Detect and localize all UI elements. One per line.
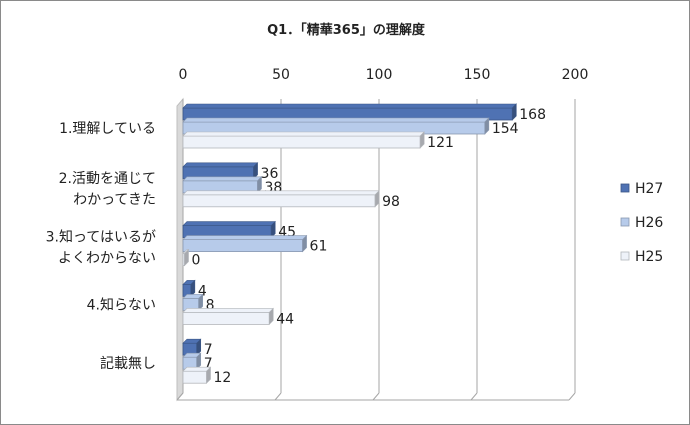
data-label: 98 [382, 194, 400, 210]
legend-label-h25: H25 [635, 249, 663, 265]
legend-swatch-h26 [620, 217, 630, 227]
bar-top-face [182, 162, 259, 168]
bar-h25 [182, 194, 376, 208]
chart-title: Q1．「精華365」の理解度 [267, 22, 426, 38]
bar-side-face [206, 366, 211, 384]
category-label: 3.知ってはいるが [46, 229, 156, 246]
bar-h25 [182, 370, 207, 384]
bar-h26 [182, 239, 303, 253]
bar-side-face [484, 117, 490, 135]
gridline-depth [274, 392, 282, 401]
legend-label-h27: H27 [635, 181, 663, 197]
gridline-depth [470, 392, 478, 401]
data-label: 36 [261, 166, 279, 182]
bar-top-face [182, 190, 380, 196]
x-tick-label: 50 [272, 67, 290, 83]
category-label: 記載無し [100, 355, 156, 372]
category-label: 1.理解している [59, 121, 156, 137]
data-label: 61 [310, 239, 328, 255]
bar-top-face [182, 235, 308, 240]
data-label: 44 [276, 311, 294, 327]
bar-top-face [182, 103, 518, 109]
bar-side-face [257, 176, 262, 194]
data-label: 0 [192, 253, 201, 269]
category-label: 4.知らない [87, 296, 156, 313]
gridline-depth [372, 392, 380, 401]
data-label: 154 [492, 121, 519, 137]
legend-swatch-h27 [620, 183, 630, 193]
bar-side-face [196, 352, 202, 370]
bar-side-face [198, 293, 203, 312]
bar-top-face [182, 176, 263, 182]
x-tick-label: 0 [179, 67, 188, 83]
gridline-depth [176, 392, 184, 401]
x-tick-label: 200 [562, 67, 589, 83]
bar-top-face [182, 308, 274, 313]
chart-side-wall [176, 97, 184, 402]
data-label: 7 [204, 342, 213, 358]
bar-h25 [182, 135, 421, 149]
x-tick-label: 100 [366, 67, 393, 83]
bar-side-face [268, 307, 274, 326]
bar-side-face [374, 190, 380, 208]
legend-swatch-h25 [620, 251, 630, 261]
data-label: 121 [427, 135, 454, 151]
bar-top-face [182, 221, 276, 226]
bar-side-face [419, 131, 425, 149]
data-label: 7 [204, 356, 213, 372]
bar-top-face [182, 366, 212, 372]
gridline-depth [568, 392, 576, 401]
bar-side-face [511, 103, 517, 121]
data-label: 12 [214, 370, 232, 386]
bar-side-face [253, 162, 258, 180]
bar-h25 [182, 311, 270, 325]
category-label: 2.活動を通じて [59, 171, 156, 187]
x-tick-label: 150 [464, 67, 491, 83]
bar-side-face [302, 234, 307, 253]
legend-label-h26: H26 [635, 215, 663, 231]
bar-top-face [182, 131, 425, 137]
bar-side-face [270, 220, 276, 239]
category-label: わかってきた [73, 192, 156, 208]
data-label: 4 [198, 283, 207, 299]
bar-side-face [184, 248, 189, 267]
data-label: 168 [519, 107, 546, 123]
bar-top-face [182, 117, 490, 123]
category-label: よくわからない [58, 251, 156, 267]
data-label: 8 [206, 297, 215, 313]
bar-side-face [190, 279, 196, 298]
bar-side-face [196, 338, 202, 356]
